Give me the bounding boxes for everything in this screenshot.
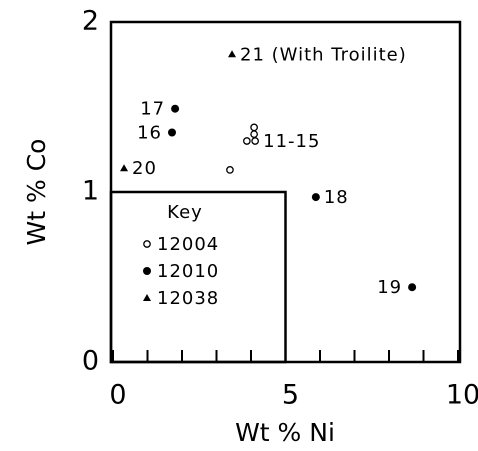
point-label: 20 bbox=[132, 158, 157, 179]
data-point bbox=[120, 164, 129, 172]
legend-title: Key bbox=[167, 202, 203, 223]
legend-marker bbox=[143, 240, 151, 248]
x-tick-label: 10 bbox=[446, 380, 478, 411]
point-label: 11-15 bbox=[263, 131, 320, 152]
data-point bbox=[243, 137, 251, 145]
legend-marker bbox=[143, 294, 151, 301]
point-label: 18 bbox=[324, 187, 349, 208]
data-point bbox=[250, 123, 258, 132]
x-tick-label: 0 bbox=[109, 380, 126, 411]
y-axis-label: Wt % Co bbox=[22, 139, 51, 246]
data-point bbox=[171, 104, 180, 113]
legend-marker bbox=[143, 267, 151, 275]
x-tick-label: 5 bbox=[282, 380, 299, 411]
x-axis-label: Wt % Ni bbox=[235, 418, 335, 447]
data-point bbox=[167, 128, 176, 137]
y-tick-label: 1 bbox=[82, 176, 99, 207]
point-label: 16 bbox=[137, 123, 162, 144]
data-point bbox=[311, 193, 320, 202]
data-point bbox=[226, 166, 234, 174]
data-point bbox=[408, 283, 417, 292]
y-tick-label: 0 bbox=[82, 346, 99, 377]
data-point bbox=[251, 137, 259, 145]
point-label: 21 (With Troilite) bbox=[240, 44, 407, 65]
data-point bbox=[250, 130, 258, 139]
data-point bbox=[228, 50, 237, 58]
legend-label: 12004 bbox=[157, 234, 219, 255]
y-tick-label: 2 bbox=[82, 6, 99, 37]
point-label: 17 bbox=[140, 99, 165, 120]
legend-box bbox=[109, 190, 287, 364]
legend-label: 12010 bbox=[157, 261, 219, 282]
legend-label: 12038 bbox=[157, 288, 219, 309]
point-label: 19 bbox=[377, 277, 402, 298]
